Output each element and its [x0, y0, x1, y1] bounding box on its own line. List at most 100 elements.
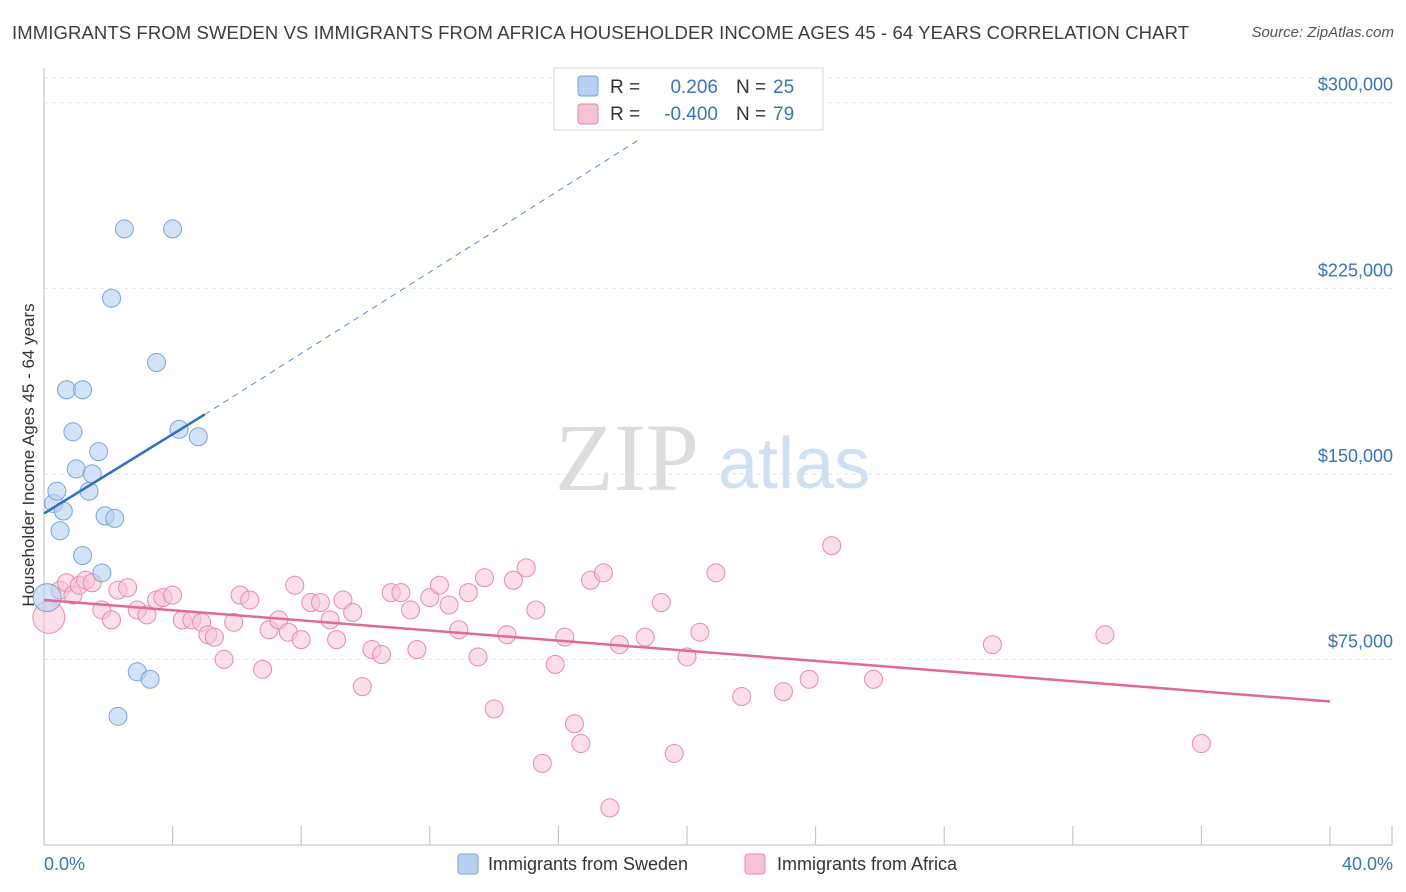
africa-point-25 — [253, 659, 273, 679]
africa-point-48 — [458, 583, 478, 603]
sweden-point-8 — [73, 546, 93, 566]
y-tick-label-225000: $225,000 — [1318, 260, 1393, 280]
sweden-point-21 — [147, 353, 167, 373]
africa-point-70 — [706, 563, 726, 583]
sweden-point-5 — [57, 380, 77, 400]
x-tick-label-min: 0.0% — [44, 854, 85, 874]
y-tick-label-75000: $75,000 — [1328, 631, 1393, 651]
chart-title: IMMIGRANTS FROM SWEDEN VS IMMIGRANTS FRO… — [12, 22, 1190, 43]
africa-point-52 — [497, 625, 517, 645]
africa-point-41 — [391, 583, 411, 603]
africa-point-43 — [407, 640, 427, 660]
axes — [43, 68, 1393, 846]
africa-point-8 — [102, 610, 122, 630]
africa-point-37 — [352, 677, 372, 697]
africa-point-53 — [503, 570, 523, 590]
africa-point-72 — [773, 682, 793, 702]
legend-africa-n-value: 79 — [773, 104, 794, 125]
africa-point-73 — [799, 669, 819, 689]
correlation-legend: R = 0.206 N = 25 R = -0.400 N = 79 — [553, 67, 824, 131]
africa-point-29 — [285, 575, 305, 595]
legend-sweden-n-value: 25 — [773, 77, 794, 98]
africa-point-59 — [564, 714, 584, 734]
y-tick-labels: $75,000 $150,000 $225,000 $300,000 — [1318, 75, 1393, 652]
sweden-point-3 — [50, 521, 70, 541]
africa-point-67 — [664, 743, 684, 763]
legend-sweden-r-label: R = — [610, 77, 640, 98]
africa-point-68 — [677, 647, 697, 667]
africa-point-21 — [214, 649, 234, 669]
series-legend: Immigrants from Sweden Immigrants from A… — [457, 853, 958, 875]
africa-point-24 — [240, 590, 260, 610]
watermark-atlas: atlas — [718, 424, 870, 504]
africa-point-39 — [372, 644, 392, 664]
source-credit: Source: ZipAtlas.com — [1251, 24, 1394, 41]
legend-swatch-africa — [577, 103, 599, 125]
africa-point-20 — [204, 627, 224, 647]
bottom-legend-swatch-sweden — [457, 853, 479, 875]
africa-point-56 — [532, 753, 552, 773]
africa-point-30 — [291, 630, 311, 650]
x-tick-label-max: 40.0% — [1342, 854, 1393, 874]
sweden-point-16 — [105, 508, 125, 528]
africa-point-22 — [224, 612, 244, 632]
sweden-point-12 — [89, 442, 109, 462]
legend-box — [553, 67, 824, 131]
sweden-point-9 — [73, 380, 93, 400]
africa-point-32 — [310, 593, 330, 613]
legend-swatch-sweden — [577, 75, 599, 97]
africa-point-46 — [439, 595, 459, 615]
sweden-points — [32, 219, 208, 726]
sweden-point-13 — [92, 563, 112, 583]
legend-africa-n-label: N = — [736, 104, 766, 125]
africa-point-45 — [429, 575, 449, 595]
legend-africa-r-value: -0.400 — [664, 104, 718, 125]
africa-point-66 — [651, 593, 671, 613]
africa-point-49 — [468, 647, 488, 667]
africa-point-42 — [401, 600, 421, 620]
africa-point-33 — [320, 610, 340, 630]
sweden-trend-line — [43, 413, 206, 515]
sweden-point-7 — [66, 459, 86, 479]
africa-point-51 — [484, 699, 504, 719]
africa-point-71 — [732, 687, 752, 707]
africa-point-54 — [516, 558, 536, 578]
africa-point-78 — [1191, 734, 1211, 754]
africa-point-12 — [137, 605, 157, 625]
africa-point-74 — [822, 536, 842, 556]
legend-sweden-r-value: 0.206 — [670, 77, 718, 98]
y-tick-label-150000: $150,000 — [1318, 446, 1393, 466]
sweden-point-18 — [114, 219, 134, 239]
africa-point-10 — [118, 578, 138, 598]
africa-point-15 — [163, 585, 183, 605]
sweden-point-2 — [47, 481, 67, 501]
bottom-legend-africa: Immigrants from Africa — [777, 854, 958, 874]
sweden-point-20 — [140, 669, 160, 689]
y-tick-label-300000: $300,000 — [1318, 75, 1393, 95]
africa-point-65 — [635, 627, 655, 647]
africa-point-34 — [327, 630, 347, 650]
africa-point-36 — [343, 602, 363, 622]
africa-point-69 — [690, 622, 710, 642]
bottom-legend-swatch-africa — [744, 853, 766, 875]
sweden-point-6 — [63, 422, 83, 442]
africa-point-77 — [1095, 625, 1115, 645]
africa-point-76 — [982, 635, 1002, 655]
sweden-point-17 — [108, 706, 128, 726]
africa-points — [32, 536, 1211, 818]
watermark-zip: ZIP — [555, 404, 699, 511]
sweden-point-22 — [163, 219, 183, 239]
legend-africa-r-label: R = — [610, 104, 640, 125]
africa-point-50 — [474, 568, 494, 588]
legend-sweden-n-label: N = — [736, 77, 766, 98]
x-tick-labels: 0.0% 40.0% — [44, 854, 1393, 874]
sweden-trend-extension — [204, 139, 640, 415]
sweden-point-0 — [32, 583, 62, 613]
africa-trend-line — [43, 598, 1331, 703]
africa-point-47 — [449, 620, 469, 640]
y-axis-label: Householder Income Ages 45 - 64 years — [19, 303, 38, 606]
africa-point-62 — [593, 563, 613, 583]
africa-point-75 — [863, 669, 883, 689]
africa-point-57 — [545, 654, 565, 674]
